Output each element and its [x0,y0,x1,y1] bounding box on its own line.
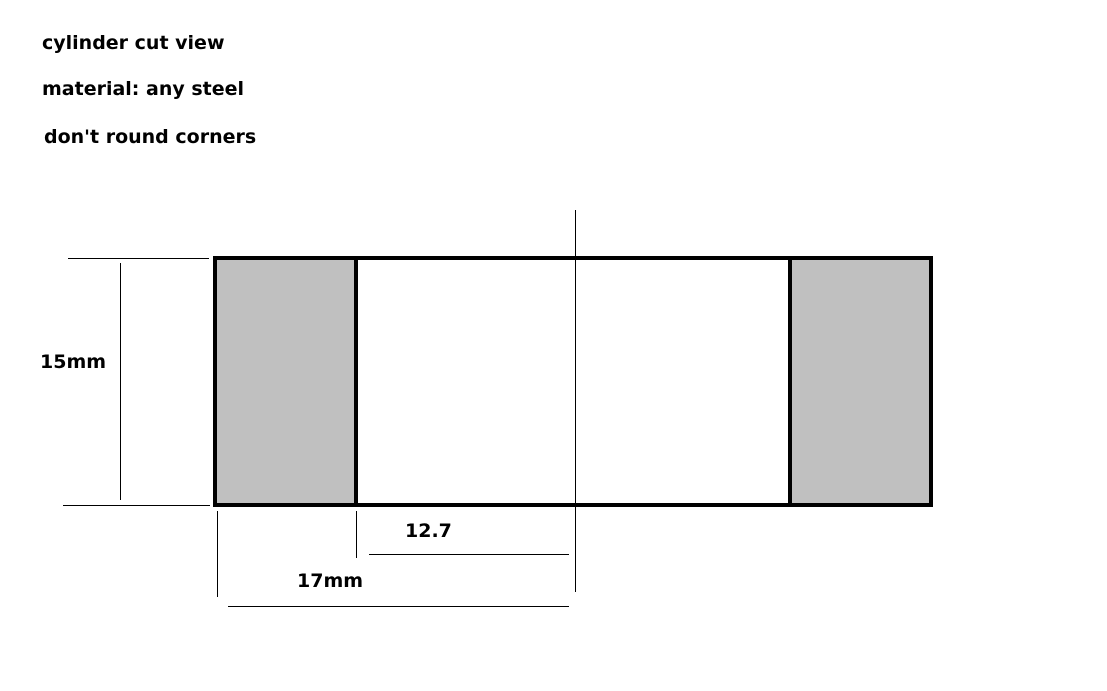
outer-outline [213,256,933,507]
height-dimension-label: 15mm [40,351,106,373]
note-material: material: any steel [42,78,245,100]
note-title: cylinder cut view [42,32,225,54]
left-wall-section [215,258,356,505]
inner-radius-label: 12.7 [405,520,452,542]
outer-radius-label: 17mm [297,570,363,592]
note-corners: don't round corners [44,126,257,148]
right-wall-section [790,258,931,505]
